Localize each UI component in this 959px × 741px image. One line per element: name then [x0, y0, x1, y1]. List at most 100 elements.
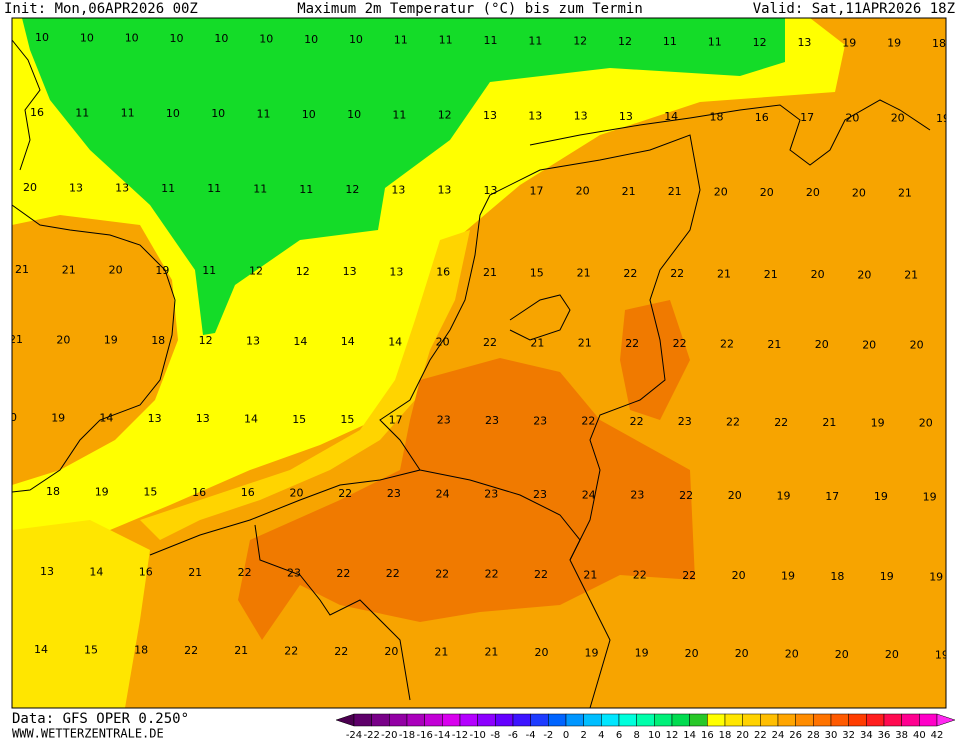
temperature-label: 15	[292, 413, 306, 426]
temperature-label: 22	[774, 416, 788, 429]
site-credit: WWW.WETTERZENTRALE.DE	[12, 727, 164, 741]
temperature-label: 16	[241, 486, 255, 499]
colorbar-swatch	[830, 713, 849, 727]
colorbar-swatch	[548, 713, 567, 727]
temperature-label: 13	[574, 110, 588, 123]
temperature-label: 19	[155, 264, 169, 277]
temperature-label: 10	[304, 33, 318, 46]
temperature-label: 12	[249, 265, 263, 278]
temperature-label: 21	[622, 185, 636, 198]
temperature-label: 11	[253, 183, 267, 196]
temperature-label: 22	[485, 568, 499, 581]
temperature-label: 24	[436, 487, 450, 500]
temperature-label: 19	[874, 490, 888, 503]
temperature-label: 20	[862, 338, 876, 351]
colorbar-swatch	[724, 713, 743, 727]
temperature-label: 19	[880, 570, 894, 583]
colorbar-tick-label: 30	[825, 730, 838, 741]
temperature-label: 11	[708, 36, 722, 49]
temperature-label: 22	[581, 415, 595, 428]
colorbar-swatch	[601, 713, 620, 727]
temperature-label: 20	[910, 339, 924, 352]
colorbar-tick-label: 0	[563, 730, 569, 741]
temperature-label: 11	[202, 264, 216, 277]
temperature-label: 21	[583, 568, 597, 581]
temperature-label: 15	[340, 413, 354, 426]
colorbar-tick-label: 34	[860, 730, 873, 741]
temperature-label: 20	[109, 264, 123, 277]
temperature-label: 12	[753, 36, 767, 49]
temperature-label: 21	[717, 268, 731, 281]
temperature-label: 16	[436, 266, 450, 279]
temperature-label: 20	[3, 411, 17, 424]
colorbar-swatch	[512, 713, 531, 727]
colorbar-swatch	[654, 713, 673, 727]
colorbar-tick-label: 16	[701, 730, 714, 741]
temperature-label: 22	[284, 645, 298, 658]
temperature-label: 20	[714, 186, 728, 199]
temperature-label: 17	[389, 413, 403, 426]
colorbar-tick-label: 22	[754, 730, 767, 741]
temperature-label: 10	[125, 32, 139, 45]
temperature-label: 14	[293, 335, 307, 348]
temperature-label: 17	[530, 184, 544, 197]
temperature-label: 19	[95, 485, 109, 498]
temperature-label: 11	[528, 34, 542, 47]
temperature-label: 22	[534, 568, 548, 581]
colorbar-tick-label: 28	[807, 730, 820, 741]
temperature-label: 11	[207, 182, 221, 195]
temperature-label: 23	[485, 414, 499, 427]
temperature-label: 14	[244, 413, 258, 426]
colorbar-tick-label: -20	[381, 730, 397, 741]
colorbar-swatch	[707, 713, 726, 727]
temperature-label: 13	[246, 335, 260, 348]
temperature-label: 20	[891, 112, 905, 125]
temperature-label: 20	[760, 186, 774, 199]
coastline	[149, 134, 701, 708]
temperature-label: 12	[573, 35, 587, 48]
colorbar-tick-label: 6	[616, 730, 622, 741]
temperature-label: 20	[384, 645, 398, 658]
temperature-label: 23	[533, 414, 547, 427]
temperature-label: 22	[682, 569, 696, 582]
temperature-label: 12	[345, 183, 359, 196]
colorbar-swatch	[901, 713, 920, 727]
colorbar-swatch	[848, 713, 867, 727]
temperature-label: 19	[923, 490, 937, 503]
colorbar-swatch	[495, 713, 514, 727]
temperature-label: 10	[80, 31, 94, 44]
colorbar-swatch	[565, 713, 584, 727]
temperature-label: 19	[635, 647, 649, 660]
colorbar-swatch	[353, 713, 372, 727]
temperature-label: 23	[533, 488, 547, 501]
temperature-label: 20	[535, 646, 549, 659]
temperature-label: 15	[530, 266, 544, 279]
temperature-label: 14	[341, 335, 355, 348]
temperature-label: 16	[139, 566, 153, 579]
temperature-label: 13	[40, 565, 54, 578]
temperature-label: 13	[484, 184, 498, 197]
temperature-label: 19	[936, 112, 950, 125]
colorbar-tick-label: -2	[543, 730, 553, 741]
temperature-label: 20	[785, 648, 799, 661]
temperature-label: 21	[767, 338, 781, 351]
colorbar-swatch	[795, 713, 814, 727]
temperature-label: 13	[483, 109, 497, 122]
colorbar-swatch	[883, 713, 902, 727]
temperature-label: 10	[349, 33, 363, 46]
colorbar-swatch	[371, 713, 390, 727]
temperature-label: 22	[726, 416, 740, 429]
temperature-label: 13	[389, 265, 403, 278]
data-source: Data: GFS OPER 0.250°	[12, 711, 189, 727]
colorbar-tick-label: -18	[399, 730, 415, 741]
temperature-label: 13	[148, 412, 162, 425]
temperature-label: 12	[438, 109, 452, 122]
colorbar-swatch	[424, 713, 443, 727]
colorbar-tick-label: -12	[452, 730, 468, 741]
colorbar-swatch	[919, 713, 938, 727]
temperature-label: 20	[857, 268, 871, 281]
temperature-label: 22	[670, 267, 684, 280]
colorbar-swatch	[406, 713, 425, 727]
temperature-label: 13	[797, 36, 811, 49]
